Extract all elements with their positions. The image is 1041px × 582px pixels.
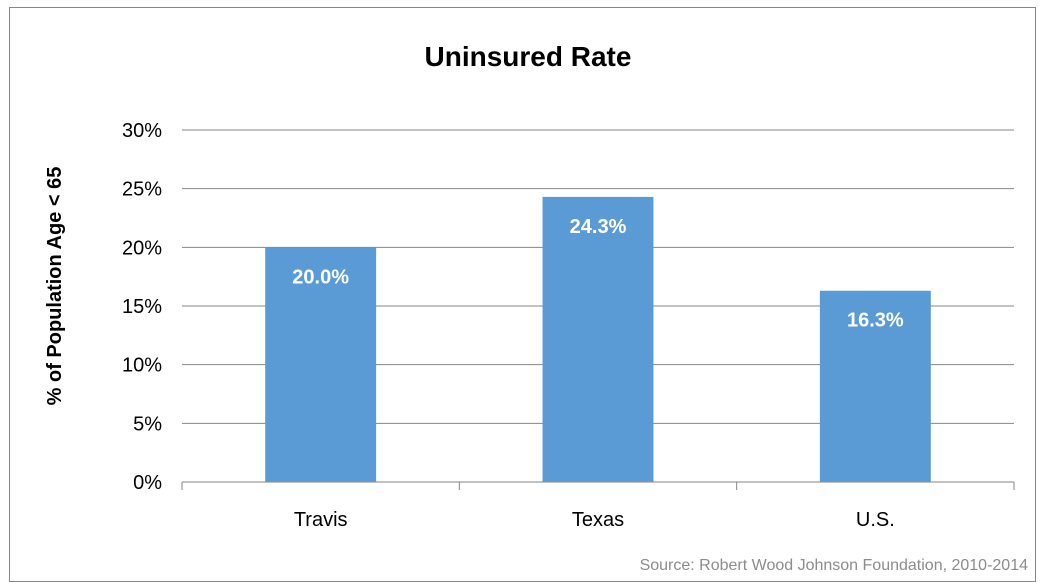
bar-texas xyxy=(542,196,654,482)
y-tick-label: 25% xyxy=(122,179,162,201)
category-labels: Travis Texas U.S. xyxy=(294,509,895,531)
x-axis xyxy=(181,481,1015,490)
x-category-label: Texas xyxy=(572,509,624,531)
data-label: 16.3% xyxy=(847,310,904,332)
y-tick-label: 5% xyxy=(133,413,162,435)
data-label: 24.3% xyxy=(570,216,627,238)
bar-u-s xyxy=(819,290,931,482)
source-note: Source: Robert Wood Johnson Foundation, … xyxy=(640,557,1029,574)
data-label: 20.0% xyxy=(292,266,349,288)
chart-title: Uninsured Rate xyxy=(425,41,632,72)
bars: 20.0% 24.3% 16.3% xyxy=(265,196,931,482)
y-tick-label: 0% xyxy=(133,472,162,494)
y-tick-label: 15% xyxy=(122,296,162,318)
y-axis-ticks: 0% 5% 10% 15% 20% 25% 30% xyxy=(122,120,162,494)
bar-travis xyxy=(265,247,377,482)
y-axis-label: % of Population Age < 65 xyxy=(44,167,66,406)
y-tick-label: 20% xyxy=(122,237,162,259)
y-tick-label: 10% xyxy=(122,355,162,377)
x-category-label: Travis xyxy=(294,509,348,531)
y-tick-label: 30% xyxy=(122,120,162,142)
x-category-label: U.S. xyxy=(856,509,895,531)
